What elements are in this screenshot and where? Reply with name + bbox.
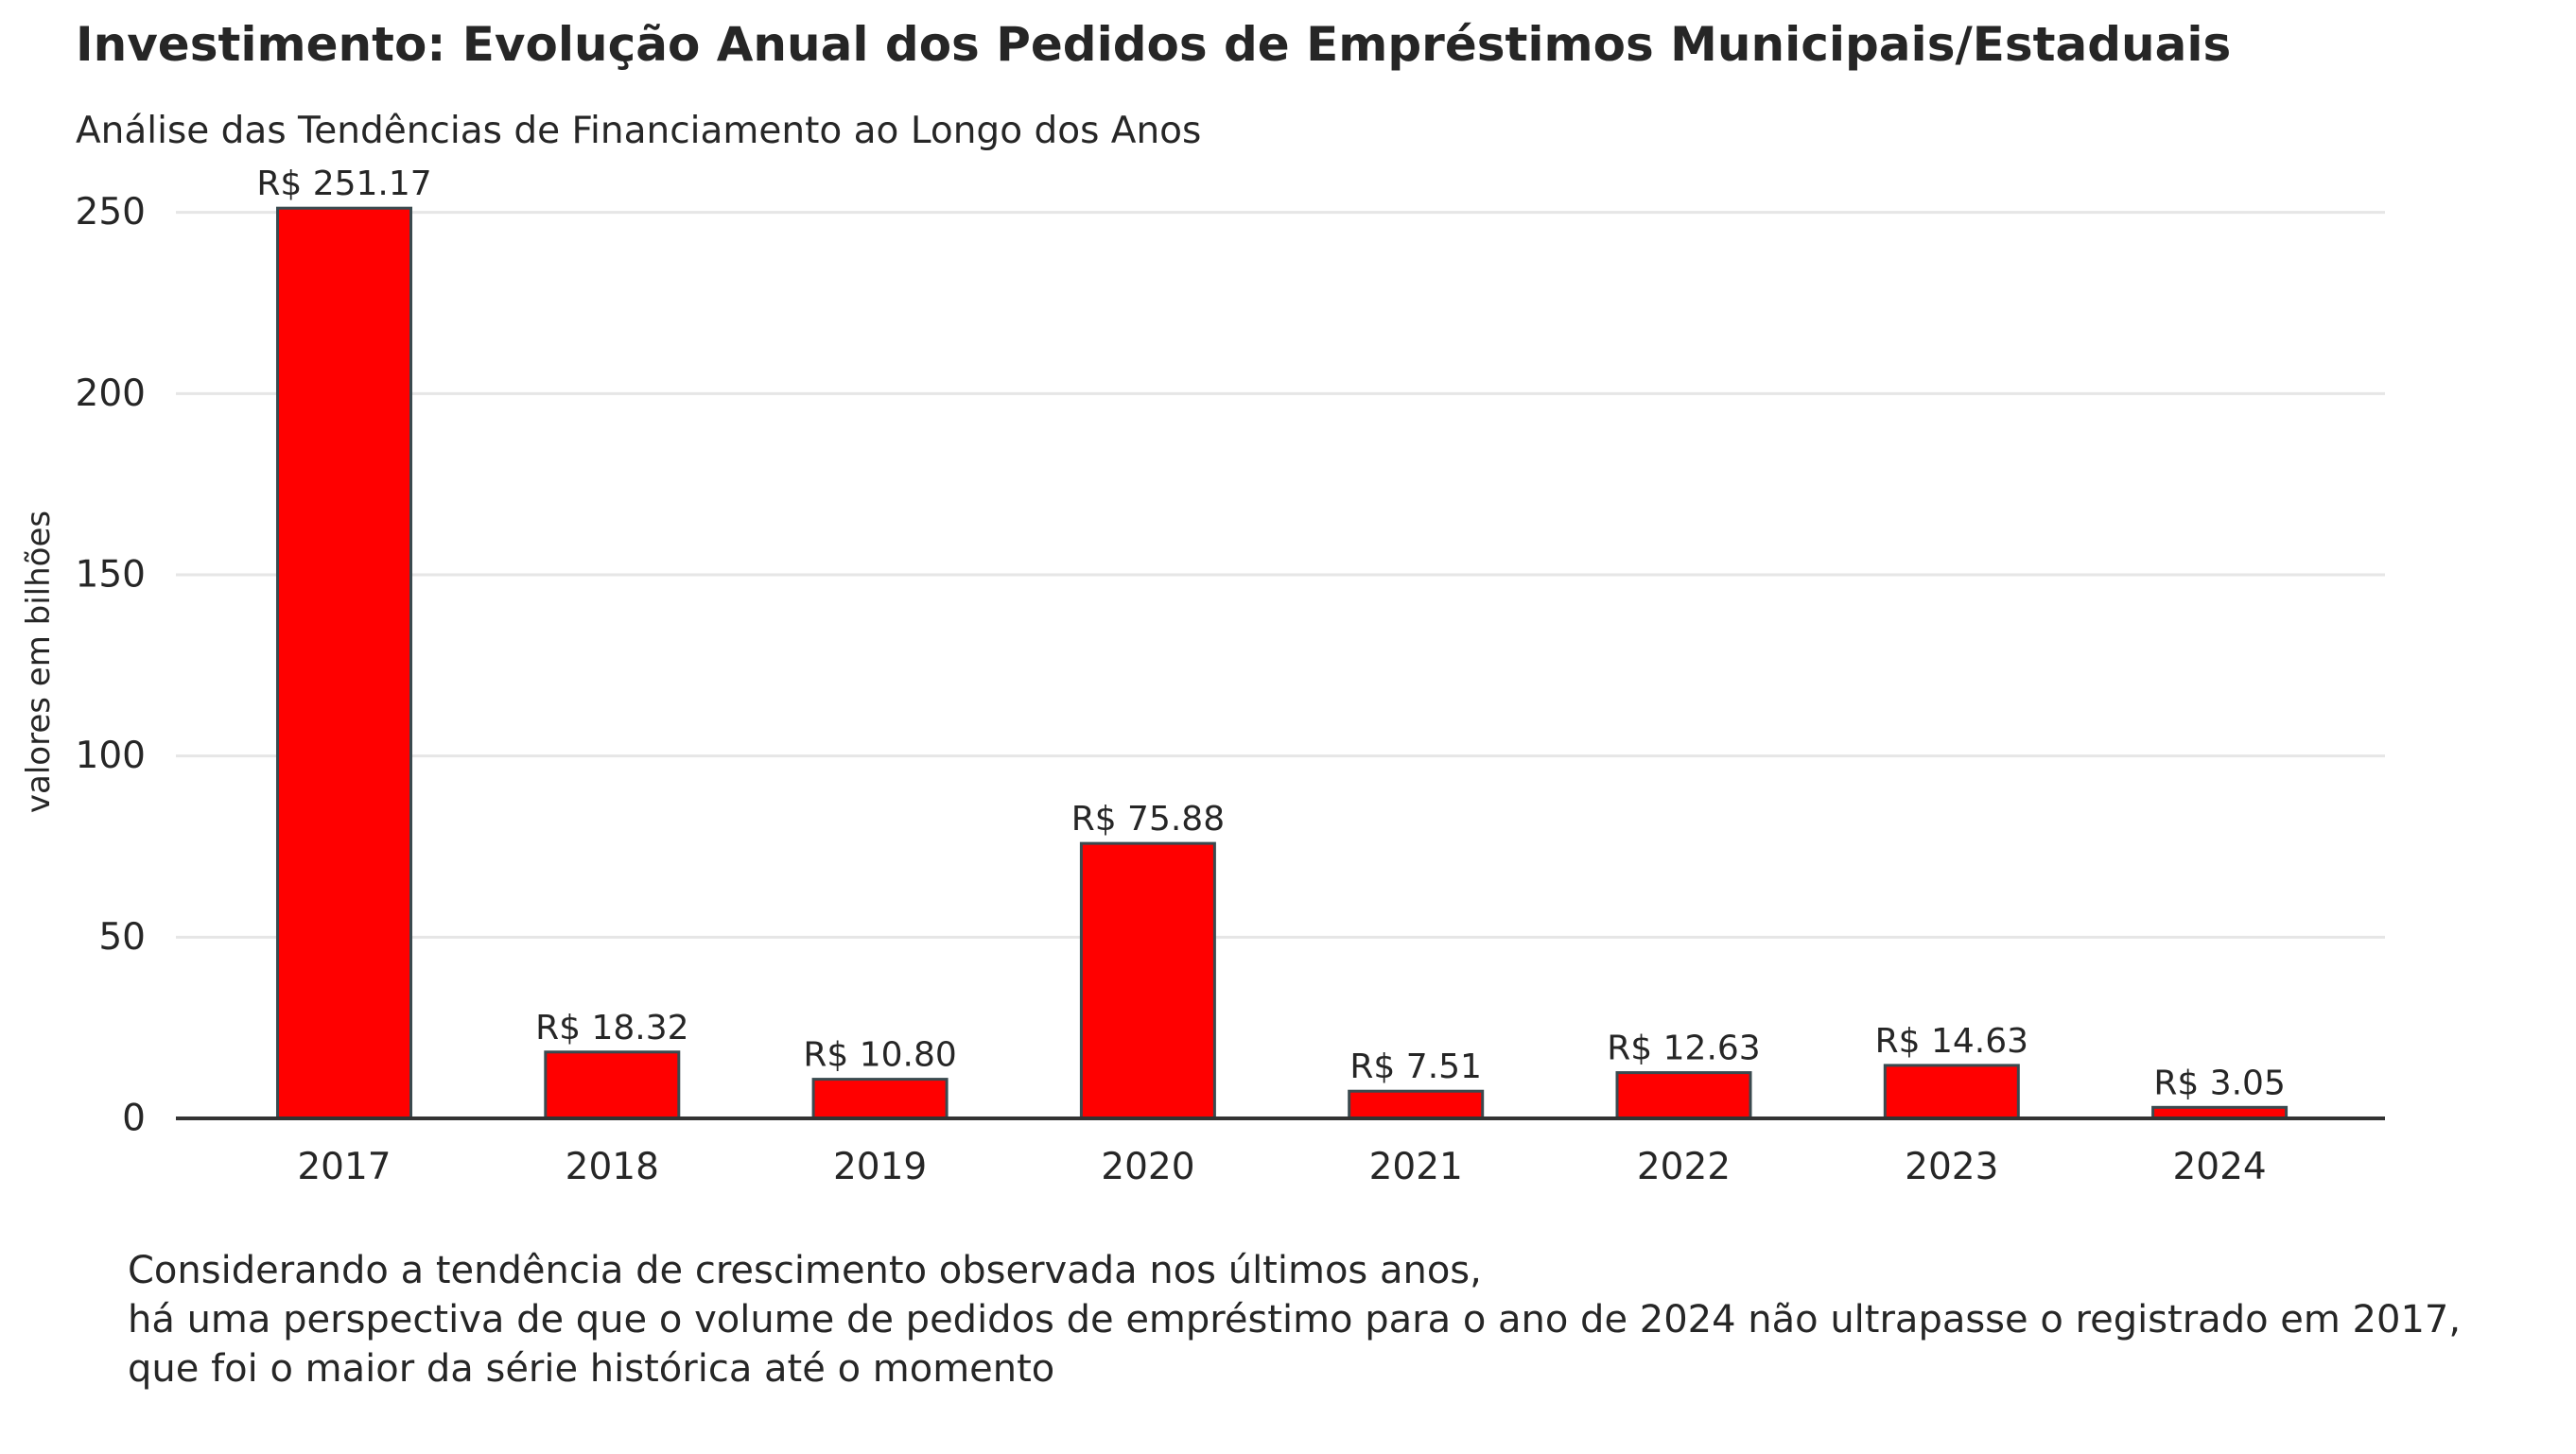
bar-value-label: R$ 10.80 [803, 1036, 956, 1075]
bar [811, 1078, 949, 1120]
bar-value-labels: R$ 251.17 R$ 18.32 R$ 10.80 R$ 75.88 R$ 7.51… [256, 164, 2286, 1102]
bar [276, 206, 412, 1120]
x-tick-label: 2023 [1905, 1146, 1998, 1188]
x-tick-label: 2017 [297, 1146, 391, 1188]
y-axis-ticks: 0 50 100 150 200 250 [76, 191, 146, 1139]
y-axis-label: valores em bilhões [20, 511, 58, 813]
bar [1079, 841, 1216, 1120]
caption: Considerando a tendência de crescimento … [128, 1246, 2461, 1393]
bar-value-label: R$ 7.51 [1349, 1047, 1482, 1086]
x-tick-label: 2020 [1101, 1146, 1194, 1188]
y-tick-label: 0 [122, 1098, 146, 1140]
bars [276, 206, 2289, 1120]
bar [1883, 1064, 2020, 1120]
bar [1615, 1071, 1752, 1120]
bar-value-label: R$ 14.63 [1875, 1022, 2028, 1061]
chart-subtitle: Análise das Tendências de Financiamento … [76, 110, 1202, 152]
bar-value-label: R$ 18.32 [535, 1009, 688, 1047]
x-axis-ticks: 2017 2018 2019 2020 2021 2022 2023 2024 [297, 1146, 2266, 1188]
bar [1348, 1089, 1485, 1120]
x-tick-label: 2018 [566, 1146, 659, 1188]
bar [544, 1050, 681, 1120]
caption-line: Considerando a tendência de crescimento … [128, 1249, 1482, 1292]
bar-value-label: R$ 251.17 [256, 164, 431, 203]
caption-line: há uma perspectiva de que o volume de pe… [128, 1298, 2462, 1341]
x-tick-label: 2019 [833, 1146, 927, 1188]
x-tick-label: 2024 [2172, 1146, 2266, 1188]
y-tick-label: 250 [76, 191, 146, 234]
chart-title: Investimento: Evolução Anual dos Pedidos… [76, 17, 2232, 72]
gridlines [176, 211, 2385, 939]
bar-value-label: R$ 75.88 [1071, 800, 1225, 839]
caption-line: que foi o maior da série histórica até o… [128, 1347, 1055, 1391]
x-tick-label: 2021 [1369, 1146, 1463, 1188]
x-tick-label: 2022 [1637, 1146, 1731, 1188]
y-tick-label: 200 [76, 372, 146, 415]
y-tick-label: 100 [76, 735, 146, 777]
y-tick-label: 50 [98, 916, 146, 959]
y-tick-label: 150 [76, 554, 146, 597]
bar-value-label: R$ 12.63 [1607, 1030, 1760, 1068]
bar-value-label: R$ 3.05 [2153, 1064, 2286, 1102]
